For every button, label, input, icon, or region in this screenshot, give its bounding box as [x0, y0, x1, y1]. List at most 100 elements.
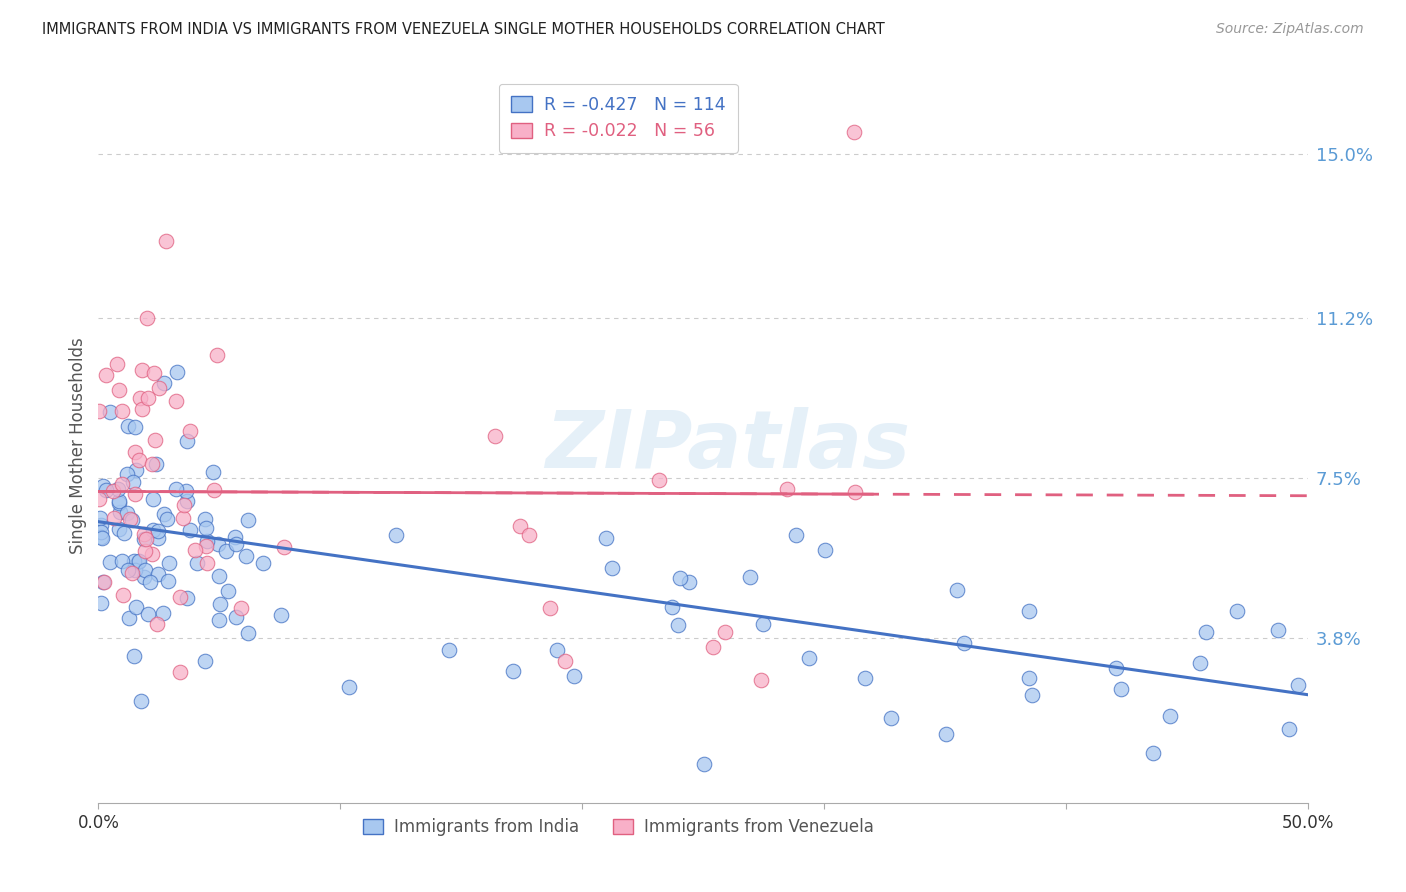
Point: [207, 537, 229, 551]
Point: [195, 557, 218, 571]
Point: [124, 444, 146, 458]
Point: [1286, 678, 1309, 692]
Point: [143, 366, 166, 380]
Legend: Immigrants from India, Immigrants from Venezuela: Immigrants from India, Immigrants from V…: [354, 810, 883, 845]
Point: [121, 513, 143, 527]
Point: [165, 483, 187, 497]
Point: [90, 596, 112, 610]
Point: [121, 566, 143, 581]
Point: [437, 642, 460, 657]
Point: [134, 544, 156, 558]
Point: [148, 381, 170, 395]
Point: [155, 234, 177, 248]
Point: [90, 518, 112, 533]
Point: [172, 510, 194, 524]
Point: [132, 526, 155, 541]
Point: [702, 640, 724, 654]
Point: [132, 570, 155, 584]
Point: [87, 492, 110, 507]
Point: [146, 567, 169, 582]
Point: [252, 556, 274, 570]
Point: [93, 575, 115, 590]
Point: [236, 513, 259, 527]
Point: [517, 527, 540, 541]
Point: [128, 554, 150, 568]
Point: [546, 643, 568, 657]
Point: [1195, 625, 1218, 640]
Point: [1105, 661, 1128, 675]
Point: [1142, 746, 1164, 760]
Point: [143, 434, 166, 448]
Point: [112, 525, 135, 540]
Point: [205, 348, 228, 362]
Point: [752, 617, 775, 632]
Point: [935, 727, 957, 741]
Point: [174, 483, 197, 498]
Point: [107, 383, 129, 397]
Point: [108, 505, 131, 519]
Point: [112, 588, 135, 602]
Point: [105, 357, 128, 371]
Point: [238, 626, 260, 640]
Point: [165, 393, 187, 408]
Point: [946, 582, 969, 597]
Point: [142, 492, 165, 507]
Point: [94, 483, 117, 497]
Point: [115, 467, 138, 481]
Point: [111, 476, 134, 491]
Point: [740, 569, 762, 583]
Point: [1018, 672, 1040, 686]
Point: [157, 557, 180, 571]
Point: [152, 606, 174, 620]
Point: [98, 555, 121, 569]
Point: [797, 650, 820, 665]
Point: [678, 574, 700, 589]
Point: [208, 613, 231, 627]
Point: [229, 601, 252, 615]
Point: [111, 403, 134, 417]
Point: [1021, 688, 1043, 702]
Point: [179, 424, 201, 438]
Point: [176, 591, 198, 605]
Point: [108, 522, 131, 536]
Point: [1226, 604, 1249, 618]
Point: [179, 524, 201, 538]
Point: [209, 597, 232, 611]
Point: [814, 543, 837, 558]
Text: IMMIGRANTS FROM INDIA VS IMMIGRANTS FROM VENEZUELA SINGLE MOTHER HOUSEHOLDS CORR: IMMIGRANTS FROM INDIA VS IMMIGRANTS FROM…: [42, 22, 884, 37]
Point: [713, 624, 735, 639]
Point: [235, 549, 257, 564]
Point: [117, 506, 139, 520]
Point: [1267, 623, 1289, 637]
Point: [509, 519, 531, 533]
Point: [145, 457, 167, 471]
Point: [91, 479, 114, 493]
Point: [134, 563, 156, 577]
Point: [146, 524, 169, 538]
Point: [385, 528, 408, 542]
Point: [131, 363, 153, 377]
Point: [124, 487, 146, 501]
Point: [138, 575, 160, 590]
Point: [208, 569, 231, 583]
Point: [124, 420, 146, 434]
Point: [225, 537, 247, 551]
Point: [502, 665, 524, 679]
Point: [1159, 709, 1181, 723]
Point: [666, 617, 689, 632]
Point: [554, 654, 576, 668]
Point: [194, 654, 217, 668]
Point: [785, 527, 807, 541]
Point: [215, 544, 238, 558]
Point: [952, 636, 974, 650]
Point: [94, 368, 117, 383]
Point: [108, 494, 131, 508]
Point: [98, 405, 121, 419]
Point: [562, 669, 585, 683]
Point: [844, 485, 866, 500]
Point: [595, 532, 617, 546]
Point: [90, 530, 112, 544]
Point: [156, 512, 179, 526]
Point: [776, 483, 799, 497]
Point: [669, 570, 692, 584]
